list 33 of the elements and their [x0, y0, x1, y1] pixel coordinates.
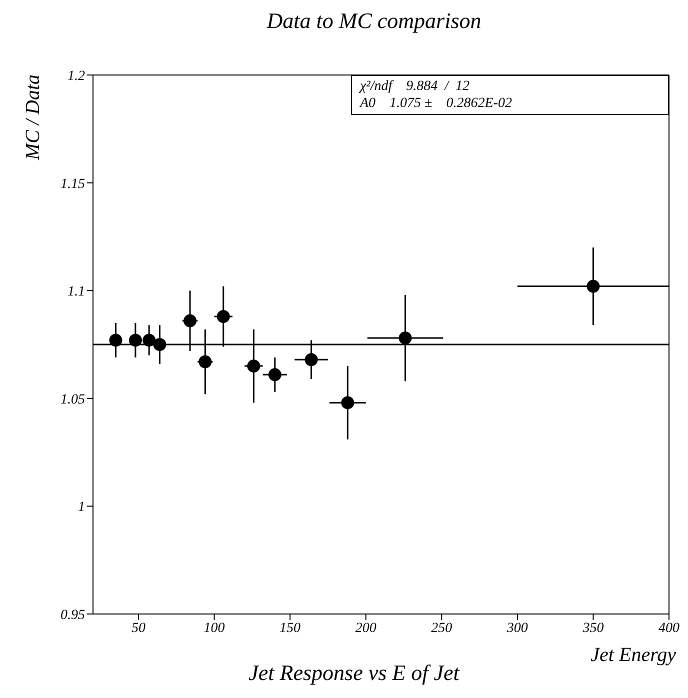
- point: [198, 355, 212, 368]
- x-axis-title: Jet Energy: [590, 644, 676, 667]
- point: [304, 353, 318, 366]
- x-tick-label: 50: [131, 620, 146, 636]
- point: [142, 334, 156, 347]
- point: [128, 334, 142, 347]
- x-tick-label: 150: [280, 620, 301, 636]
- x-tick-label: 100: [204, 620, 225, 636]
- point: [184, 314, 197, 328]
- annotation: A0 1.075 ± 0.2862E-02: [360, 95, 513, 112]
- y-tick-label: 1.05: [60, 392, 85, 408]
- point: [247, 360, 260, 373]
- x-tick-label: 350: [582, 620, 604, 636]
- point: [268, 368, 282, 382]
- point: [398, 332, 412, 345]
- point: [216, 310, 230, 323]
- y-tick-label: 1.15: [60, 176, 85, 192]
- y-axis-title: MC / Data: [22, 74, 44, 161]
- annotation: χ²/ndf 9.884 / 12: [360, 78, 471, 95]
- point: [153, 338, 166, 351]
- y-tick-label: 0.95: [60, 608, 85, 623]
- x-tick-label: 300: [506, 620, 528, 636]
- point: [109, 334, 122, 347]
- x-tick-label: 250: [431, 620, 452, 636]
- point: [341, 396, 354, 410]
- x-tick-label: 200: [355, 620, 376, 636]
- text: Jet Response vs E of Jet: [248, 660, 460, 685]
- x-tick-label: 400: [658, 620, 680, 636]
- y-tick-label: 1.2: [68, 68, 85, 84]
- point: [586, 280, 600, 293]
- y-tick-label: 1.1: [68, 284, 85, 300]
- y-tick-label: 1: [78, 500, 85, 516]
- chart-title: Data to MC comparison: [266, 8, 482, 34]
